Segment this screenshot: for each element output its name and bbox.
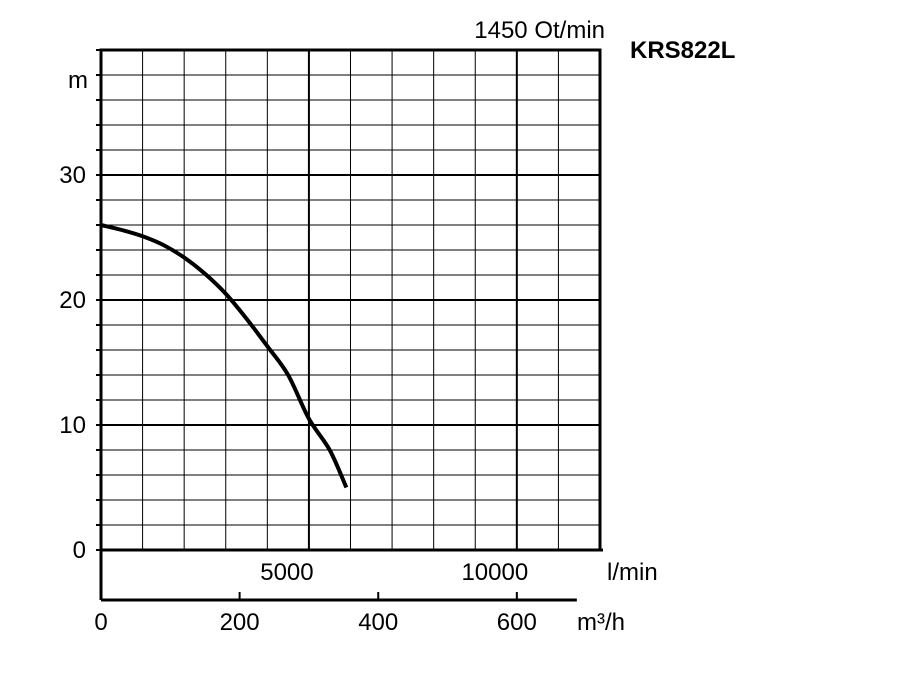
x-tick-label-m3h: 600 xyxy=(497,609,537,636)
y-axis-label: m xyxy=(68,67,88,94)
grid xyxy=(100,49,601,551)
chart-title: KRS822L xyxy=(630,37,735,64)
y-tick-label: 0 xyxy=(73,537,86,564)
x-tick-label-lmin: 10000 xyxy=(461,559,528,586)
x-tick-label-m3h: 0 xyxy=(94,609,107,636)
axes xyxy=(96,48,603,602)
x-tick-label-m3h: 200 xyxy=(220,609,260,636)
chart-subtitle: 1450 Ot/min xyxy=(474,17,605,44)
y-tick-label: 30 xyxy=(59,162,86,189)
y-tick-label: 20 xyxy=(59,287,86,314)
x-tick-label-m3h: 400 xyxy=(358,609,398,636)
y-tick-label: 10 xyxy=(59,412,86,439)
x-unit-m3h: m³/h xyxy=(577,609,625,636)
x-tick-label-lmin: 5000 xyxy=(260,559,313,586)
pump-curve-line xyxy=(100,223,349,489)
x-unit-lmin: l/min xyxy=(607,559,658,586)
labels: 1450 Ot/min KRS822L m l/min m³/h 0 10 20 30… xyxy=(59,17,735,636)
series-layer xyxy=(100,223,349,489)
